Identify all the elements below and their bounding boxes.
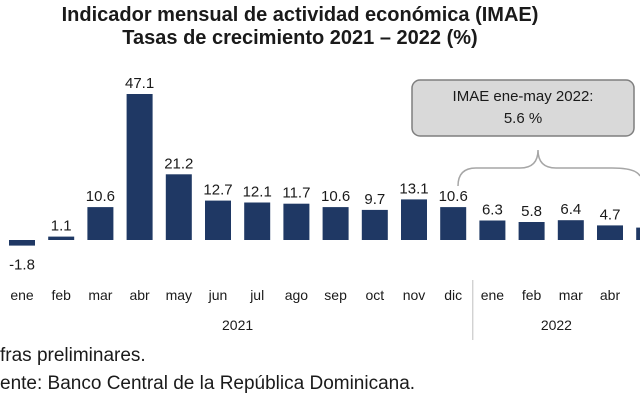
value-label-3: 47.1 [125,75,154,92]
bar-13 [518,222,545,240]
callout-box [411,79,635,137]
value-label-4: 21.2 [164,155,193,172]
category-label-14: mar [559,287,583,303]
value-label-9: 9.7 [364,191,385,208]
bar-7 [283,203,310,240]
bar-5 [205,200,231,240]
category-label-0: ene [10,287,34,303]
bar-15 [597,225,623,240]
value-label-10: 13.1 [399,180,428,197]
callout-text-line1: IMAE ene-may 2022: [453,88,594,105]
category-label-8: sep [324,287,347,303]
footnote-source: ente: Banco Central de la República Domi… [0,373,416,394]
callout-text-line2: 5.6 % [504,110,542,127]
value-label-8: 10.6 [321,188,350,205]
chart-subtitle: Tasas de crecimiento 2021 – 2022 (%) [122,27,478,49]
bar-4 [165,174,192,240]
bar-8 [322,207,349,240]
category-label-13: feb [522,287,542,303]
category-label-9: oct [365,287,384,303]
category-label-3: abr [129,287,150,303]
year-label-2021: 2021 [222,317,253,333]
category-label-15: abr [600,287,621,303]
category-label-1: feb [51,287,71,303]
value-label-7: 11.7 [282,185,310,202]
value-labels-layer: -1.8 1.1 10.6 47.1 21.2 12.7 12.1 11.7 10.6 9.7 13… [9,75,621,274]
value-label-12: 6.3 [482,202,503,219]
category-label-10: nov [403,287,426,303]
bar-11 [440,207,467,240]
bar-14 [557,220,584,240]
value-label-0: -1.8 [9,257,35,274]
bar-12 [479,220,506,240]
value-label-13: 5.8 [521,203,542,220]
bar-chart: -1.8 1.1 10.6 47.1 21.2 12.7 12.1 11.7 10.6 9.7 13… [9,75,640,340]
value-label-14: 6.4 [560,201,581,218]
value-label-5: 12.7 [203,182,232,199]
value-label-11: 10.6 [439,188,468,205]
axis-layer: ene feb mar abr may jun jul ago sep oct nov dic ene f… [10,280,621,340]
category-label-5: jun [208,287,228,303]
bar-16 [636,227,640,240]
bar-10 [401,199,427,240]
value-label-15: 4.7 [600,206,621,223]
category-label-7: ago [285,287,309,303]
value-label-6: 12.1 [243,184,272,201]
category-label-11: dic [444,287,462,303]
bar-3 [126,94,153,240]
bar-6 [244,202,271,240]
category-label-2: mar [88,287,112,303]
callout-bracket [457,149,640,187]
category-label-4: may [166,287,192,303]
footnote-preliminary: fras preliminares. [0,345,146,366]
bar-2 [87,207,114,240]
chart-title: Indicador mensual de actividad económica… [61,4,539,26]
value-label-1: 1.1 [51,218,72,235]
value-label-2: 10.6 [86,188,115,205]
year-label-2022: 2022 [541,317,572,333]
category-label-6: jul [249,287,264,303]
bar-9 [361,209,388,240]
bars-layer [9,94,640,246]
category-label-12: ene [481,287,505,303]
bar-1 [48,236,75,240]
bar-0 [9,240,35,246]
